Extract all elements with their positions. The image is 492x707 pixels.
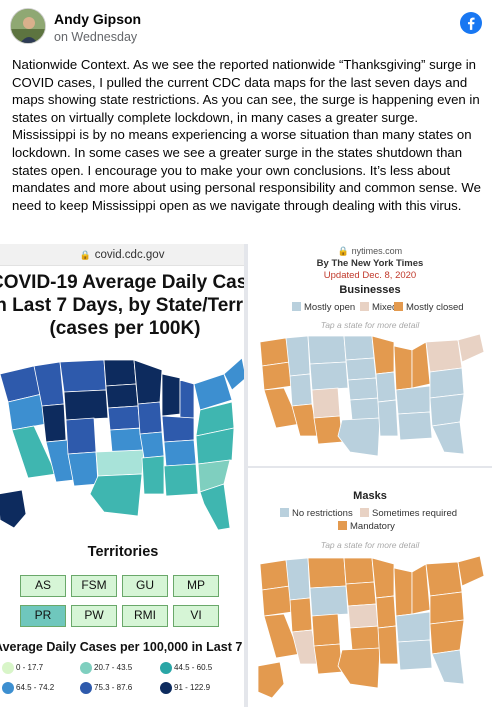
territory-pw: PW bbox=[71, 605, 117, 627]
legend-label: Sometimes required bbox=[372, 508, 458, 519]
swatch-mixed bbox=[360, 302, 369, 311]
author-avatar[interactable] bbox=[10, 8, 46, 44]
post-timestamp[interactable]: on Wednesday bbox=[54, 30, 138, 44]
cdc-legend-item: 20.7 - 43.5 bbox=[80, 662, 132, 674]
lock-icon: 🔒 bbox=[79, 250, 91, 260]
legend-label: 44.5 - 60.5 bbox=[174, 663, 213, 673]
swatch-none bbox=[280, 508, 289, 517]
nyt-updated: Updated Dec. 8, 2020 bbox=[323, 270, 417, 281]
legend-label: 20.7 - 43.5 bbox=[94, 663, 133, 673]
territories-title: Territories bbox=[87, 544, 159, 560]
territory-rmi: RMI bbox=[122, 605, 168, 627]
businesses-heading: Businesses bbox=[339, 284, 401, 296]
legend-label: Mixed bbox=[372, 302, 398, 313]
legend-swatch bbox=[160, 662, 172, 674]
territory-pr: PR bbox=[20, 605, 66, 627]
legend-mixed: Mixed bbox=[360, 302, 397, 313]
swatch-closed bbox=[394, 302, 403, 311]
territory-gu: GU bbox=[122, 575, 168, 597]
territory-vi: VI bbox=[173, 605, 219, 627]
nyt-url: nytimes.com bbox=[351, 246, 403, 256]
author-name[interactable]: Andy Gipson bbox=[54, 11, 142, 27]
legend-label: 91 - 122.9 bbox=[174, 683, 211, 693]
nyt-masks-screenshot[interactable]: Masks No restrictions Sometimes required… bbox=[248, 468, 492, 707]
nyt-businesses-map[interactable] bbox=[248, 332, 492, 462]
swatch-open bbox=[292, 302, 301, 311]
cdc-map-title: COVID-19 Average Daily Case R in Last 7 … bbox=[0, 271, 244, 340]
masks-tap-hint: Tap a state for more detail bbox=[320, 540, 420, 550]
legend-mostly-closed: Mostly closed bbox=[394, 302, 464, 313]
legend-mostly-open: Mostly open bbox=[292, 302, 355, 313]
businesses-tap-hint: Tap a state for more detail bbox=[320, 320, 420, 330]
legend-swatch bbox=[80, 682, 92, 694]
cdc-legend-item: 91 - 122.9 bbox=[160, 682, 210, 694]
legend-mandatory: Mandatory bbox=[338, 521, 395, 532]
legend-label: 75.3 - 87.6 bbox=[94, 683, 133, 693]
legend-swatch bbox=[2, 682, 14, 694]
cdc-legend-item: 0 - 17.7 bbox=[2, 662, 43, 674]
cdc-title-line1: COVID-19 Average Daily Case R bbox=[0, 272, 244, 293]
cdc-legend-item: 44.5 - 60.5 bbox=[160, 662, 212, 674]
cdc-legend-item: 64.5 - 74.2 bbox=[2, 682, 54, 694]
cdc-title-line2: in Last 7 Days, by State/Territor bbox=[0, 295, 244, 316]
legend-label: Mostly open bbox=[304, 302, 356, 313]
legend-swatch bbox=[160, 682, 172, 694]
legend-label: No restrictions bbox=[292, 508, 353, 519]
legend-label: Mostly closed bbox=[406, 302, 464, 313]
post-image-grid[interactable]: 🔒covid.cdc.gov COVID-19 Average Daily Ca… bbox=[0, 244, 492, 707]
cdc-us-map bbox=[0, 357, 244, 531]
legend-label: Mandatory bbox=[350, 521, 395, 532]
masks-heading: Masks bbox=[353, 490, 387, 502]
cdc-screenshot[interactable]: 🔒covid.cdc.gov COVID-19 Average Daily Ca… bbox=[0, 244, 246, 707]
lock-icon: 🔒 bbox=[337, 246, 350, 256]
territory-as: AS bbox=[20, 575, 66, 597]
territory-fsm: FSM bbox=[71, 575, 117, 597]
cdc-url: covid.cdc.gov bbox=[94, 249, 165, 261]
facebook-icon[interactable] bbox=[460, 12, 482, 34]
legend-no-restrictions: No restrictions bbox=[280, 508, 353, 519]
nyt-masks-map[interactable] bbox=[248, 554, 492, 704]
post-header: Andy Gipson on Wednesday bbox=[0, 0, 492, 52]
nyt-businesses-screenshot[interactable]: 🔒 nytimes.com By The New York Times Upda… bbox=[248, 244, 492, 466]
swatch-mandatory bbox=[338, 521, 347, 530]
cdc-title-line3: (cases per 100K) bbox=[49, 318, 201, 339]
post-body-text: Nationwide Context. As we see the report… bbox=[12, 57, 481, 213]
legend-swatch bbox=[2, 662, 14, 674]
legend-label: 0 - 17.7 bbox=[16, 663, 44, 673]
legend-swatch bbox=[80, 662, 92, 674]
avatar-photo bbox=[11, 9, 45, 43]
cdc-url-bar: 🔒 covid.cdc.gov bbox=[0, 244, 244, 266]
territory-mp: MP bbox=[173, 575, 219, 597]
cdc-legend-title: Average Daily Cases per 100,000 in Last … bbox=[0, 640, 244, 654]
legend-sometimes: Sometimes required bbox=[360, 508, 457, 519]
nyt-url-bar: 🔒 nytimes.com bbox=[248, 244, 492, 258]
cdc-legend-item: 75.3 - 87.6 bbox=[80, 682, 132, 694]
nyt-byline: By The New York Times bbox=[316, 258, 424, 269]
legend-label: 64.5 - 74.2 bbox=[16, 683, 55, 693]
swatch-sometimes bbox=[360, 508, 369, 517]
